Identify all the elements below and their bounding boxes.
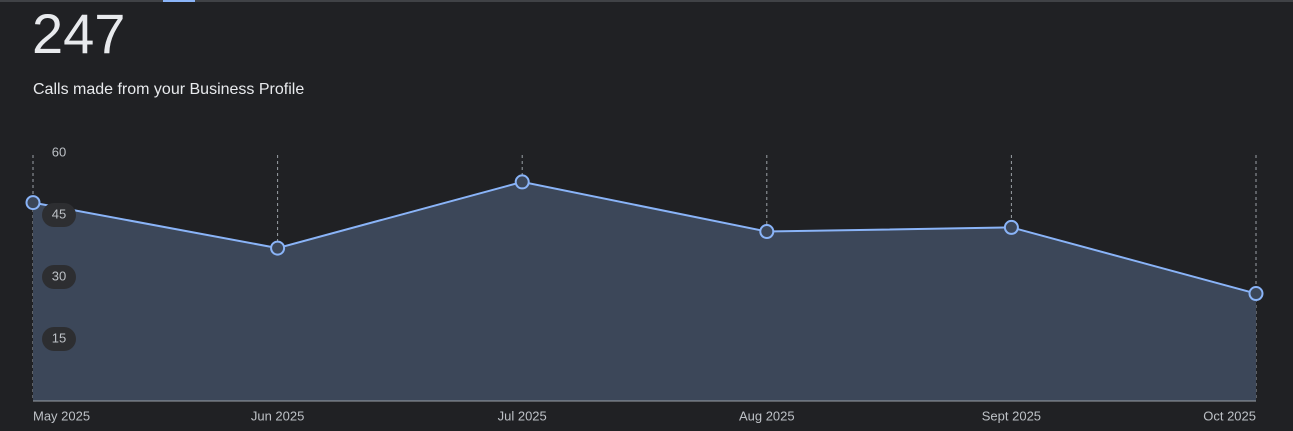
data-point — [270, 240, 286, 256]
data-point — [1248, 286, 1264, 302]
x-tick-label: Oct 2025 — [1203, 408, 1256, 423]
y-tick-pill — [42, 327, 76, 351]
area-fill — [33, 181, 1256, 401]
x-tick-label: May 2025 — [33, 408, 90, 423]
data-point — [514, 174, 530, 190]
x-tick-label: Jul 2025 — [498, 408, 547, 423]
data-point — [759, 224, 775, 240]
plot: 15 30 45 60 — [25, 144, 1264, 402]
x-tick-label: Jun 2025 — [251, 408, 305, 423]
y-tick-label: 30 — [52, 268, 66, 283]
y-tick-label: 60 — [52, 144, 66, 159]
y-tick-label: 15 — [52, 330, 66, 345]
y-tick-label: 45 — [52, 206, 66, 221]
line — [32, 180, 1257, 295]
y-tick-pill — [42, 203, 76, 227]
y-tick-pill — [42, 265, 76, 289]
tab-indicator — [163, 0, 195, 2]
headline: 247 — [32, 2, 125, 65]
subtitle: Calls made from your Business Profile — [33, 81, 304, 98]
data-point — [25, 195, 41, 211]
data-point — [1003, 219, 1019, 235]
x-tick-label: Aug 2025 — [739, 408, 795, 423]
x-tick-label: Sept 2025 — [982, 408, 1041, 423]
